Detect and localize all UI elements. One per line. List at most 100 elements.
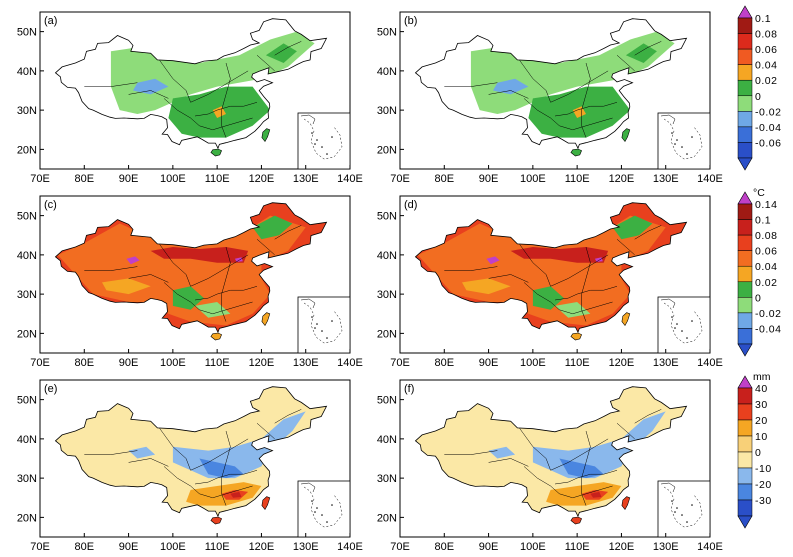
field-shading [470, 31, 675, 138]
colorbar-label: 0.02 [755, 75, 777, 87]
colorbar-top-arrow [737, 5, 753, 19]
x-tick-label: 130E [653, 541, 679, 553]
colorbar-label: 0.04 [755, 60, 777, 72]
map-panels: (a) 20N 30N 40N 50N 70E 80E 90E 100E 110E 120E 130E… [17, 11, 723, 553]
province-boundary [550, 254, 609, 287]
y-tick-label: 20N [17, 144, 37, 156]
colorbar: 40 30 20 10 0 -10 -20 -30 mm [737, 371, 771, 529]
x-tick-label: 130E [293, 541, 319, 553]
province-boundary [523, 466, 573, 499]
colorbar-label: 0.08 [755, 29, 777, 41]
y-tick-label: 40N [17, 66, 37, 78]
y-tick-label: 20N [377, 144, 397, 156]
colorbar-bottom-arrow [737, 343, 753, 357]
province-boundary [581, 430, 591, 506]
x-tick-label: 80E [434, 541, 454, 553]
taiwan-island [621, 128, 631, 143]
province-boundary [519, 60, 551, 103]
south-china-sea-inset [297, 112, 351, 170]
x-tick-label: 100E [520, 357, 546, 369]
province-boundary [84, 266, 138, 271]
field-region [510, 247, 609, 263]
x-tick-label: 80E [74, 541, 94, 553]
colorbar-label: 0.08 [755, 230, 777, 242]
x-tick-label: 120E [249, 357, 275, 369]
china-border [414, 18, 688, 150]
colorbar-swatch [737, 64, 753, 81]
colorbar-swatch [737, 219, 753, 236]
field-region [493, 78, 529, 95]
colorbar-swatch [737, 499, 753, 517]
field-region [555, 302, 591, 318]
colorbar-swatch [737, 17, 753, 34]
hainan-island [210, 148, 222, 157]
province-boundary [572, 117, 613, 131]
colorbar-swatch [737, 48, 753, 65]
field-region [252, 215, 293, 240]
province-boundary [221, 62, 231, 138]
x-tick-label: 90E [479, 357, 499, 369]
province-boundary [634, 225, 662, 240]
x-tick-label: 80E [434, 357, 454, 369]
colorbar-label: 0 [755, 91, 761, 103]
colorbar-label: 20 [755, 415, 768, 427]
colorbar-label: 30 [755, 399, 768, 411]
province-boundary [221, 246, 231, 322]
x-tick-label: 110E [565, 173, 590, 185]
field-region [110, 31, 315, 115]
x-tick-label: 70E [30, 541, 50, 553]
x-tick-label: 140E [337, 173, 363, 185]
colorbar-label: 40 [755, 383, 768, 395]
colorbar-label: 10 [755, 431, 768, 443]
province-boundary [159, 244, 191, 287]
x-tick-label: 110E [205, 541, 230, 553]
province-boundary [274, 41, 302, 56]
x-tick-label: 90E [479, 173, 499, 185]
colorbar-swatch [737, 403, 753, 421]
field-region [133, 78, 169, 95]
y-tick-label: 40N [17, 250, 37, 262]
colorbar-swatch [737, 451, 753, 469]
field-region [417, 407, 613, 479]
y-tick-label: 50N [17, 211, 37, 223]
province-boundary [190, 254, 249, 287]
province-boundary [194, 102, 258, 117]
taiwan-island [261, 312, 271, 327]
map-panel: (b) 20N 30N 40N 50N 70E 80E 90E 100E 110E 120E 130E… [377, 11, 723, 185]
x-tick-label: 90E [119, 357, 139, 369]
china-border [54, 386, 328, 518]
field-shading [110, 31, 315, 138]
y-tick-label: 50N [377, 211, 397, 223]
field-region [590, 491, 602, 498]
colorbar-label: -0.04 [755, 122, 781, 134]
taiwan-island [261, 128, 271, 143]
hainan-island [570, 148, 582, 157]
province-boundary [128, 274, 169, 283]
map-panel: (d) 20N 30N 40N 50N 70E 80E 90E 100E 110E 120E 130E… [377, 195, 723, 369]
x-tick-label: 120E [249, 173, 275, 185]
province-boundary [256, 55, 275, 72]
province-boundary [163, 282, 213, 315]
province-boundary [212, 485, 253, 499]
y-tick-label: 20N [377, 512, 397, 524]
y-tick-label: 30N [17, 473, 37, 485]
colorbar-swatch [737, 435, 753, 453]
province-boundary [554, 102, 618, 117]
province-boundary [163, 98, 213, 131]
panel-label: (e) [44, 383, 57, 395]
y-tick-label: 40N [377, 250, 397, 262]
x-tick-label: 80E [74, 173, 94, 185]
x-tick-label: 140E [697, 173, 723, 185]
y-tick-label: 30N [377, 105, 397, 117]
y-tick-label: 40N [377, 66, 397, 78]
province-boundary [194, 470, 258, 485]
field-shading [57, 407, 306, 506]
colorbar-label: -0.04 [755, 323, 781, 335]
colorbar-label: 0.1 [755, 13, 771, 25]
province-boundary [128, 458, 169, 467]
field-region [265, 43, 297, 63]
x-tick-label: 120E [609, 357, 635, 369]
china-border [54, 202, 328, 334]
province-boundary [550, 70, 609, 103]
hainan-island [210, 332, 222, 341]
